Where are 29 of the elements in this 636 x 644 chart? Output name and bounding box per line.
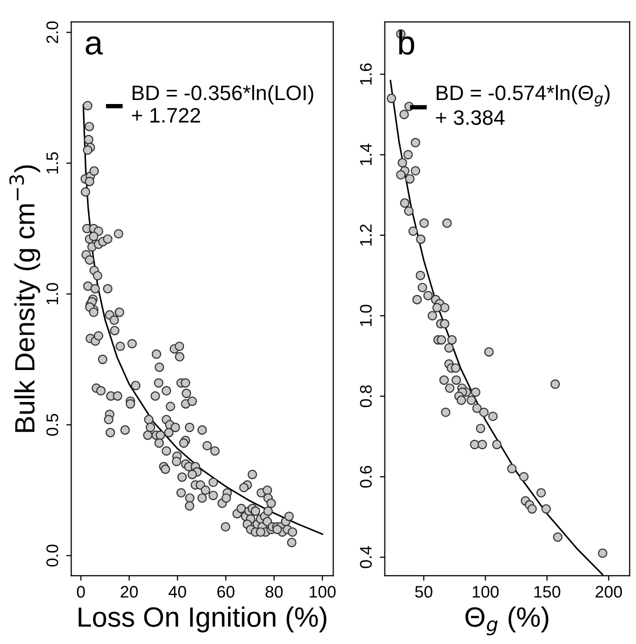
y-tick-label: 1.0 — [360, 304, 372, 326]
x-tick-label: 100 — [472, 586, 499, 598]
x-tick-label: 80 — [266, 586, 283, 598]
y-tick-label: 0.6 — [360, 466, 372, 488]
chart-title: a — [86, 36, 103, 55]
x-tick-label: 200 — [596, 586, 622, 598]
x-tick-label: 60 — [217, 586, 234, 598]
y-axis-title: Bulk Density (g cm$^{−3}$) — [9, 165, 40, 432]
y-tick-label: 1.2 — [360, 224, 372, 246]
y-tick-label: 0.0 — [46, 544, 58, 567]
chart-title: b — [399, 30, 414, 55]
x-tick-label: 0 — [76, 586, 85, 598]
x-tick-label: 100 — [310, 586, 336, 598]
x-tick-label: 150 — [534, 586, 560, 598]
y-tick-label: 2.0 — [46, 21, 58, 44]
x-tick-label: 40 — [168, 586, 186, 598]
y-tick-label: 1.6 — [360, 63, 372, 85]
x-tick-label: 20 — [120, 586, 138, 598]
y-tick-label: 0.5 — [46, 414, 58, 436]
x-axis-title: Θ$_{g}$ (%) — [465, 606, 548, 636]
y-tick-label: 1.4 — [360, 144, 372, 166]
y-tick-label: 1.5 — [46, 152, 58, 174]
x-tick-label: 50 — [415, 586, 432, 598]
legend-label: BD = -0.356*ln(LOI) + 1.722 — [132, 84, 314, 122]
y-tick-label: 0.4 — [360, 546, 372, 568]
x-axis-title: Loss On Ignition (%) — [78, 606, 326, 632]
y-tick-label: 0.8 — [360, 385, 372, 408]
text: BD = -0.574*ln(Θ$_{g}$) + 3.384 — [436, 84, 610, 125]
y-tick-label: 1.0 — [46, 283, 58, 304]
